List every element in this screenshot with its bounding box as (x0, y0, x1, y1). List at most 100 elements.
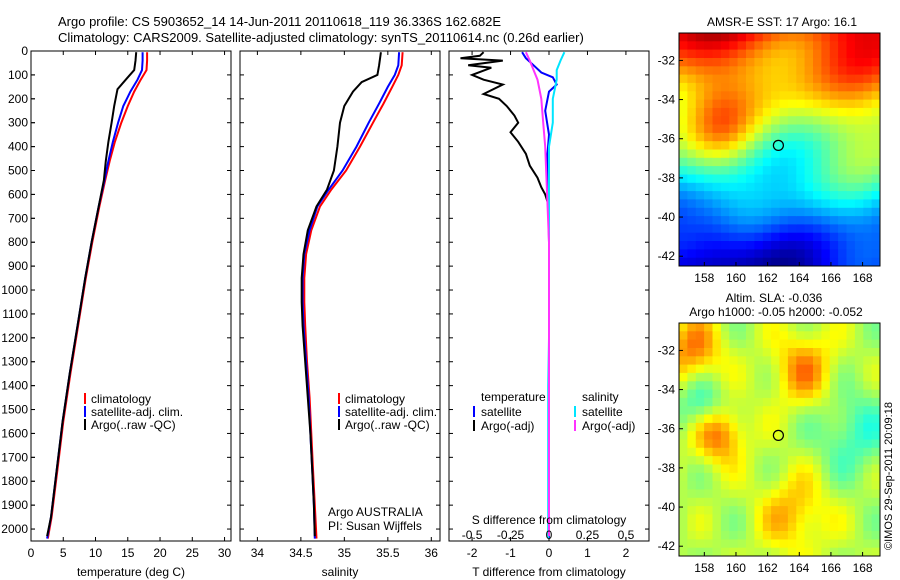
map-cell (804, 348, 814, 357)
map-cell (871, 464, 880, 474)
map-cell (838, 82, 848, 92)
map-cell (838, 207, 848, 217)
map-cell (687, 49, 697, 59)
map-cell (821, 514, 831, 524)
map-cell (854, 74, 864, 84)
map-cell (729, 182, 739, 192)
map-cell (737, 356, 747, 366)
map-cell (679, 323, 688, 332)
map-cell (712, 182, 722, 192)
map-cell (779, 456, 789, 465)
map-cell (829, 422, 839, 432)
map-cell (695, 141, 705, 151)
map-cell (821, 141, 831, 151)
map-x-tick-label: 162 (758, 561, 778, 575)
map-cell (779, 414, 789, 424)
map-cell (687, 506, 697, 515)
map-cell (796, 422, 806, 432)
depth-tick-label: 1900 (1, 498, 28, 512)
map-cell (712, 422, 722, 432)
map-cell (821, 216, 831, 225)
map-cell (754, 249, 764, 259)
map-cell (854, 406, 864, 416)
map-cell (796, 381, 806, 391)
map-cell (695, 539, 705, 549)
map-cell (863, 472, 873, 482)
map-cell (729, 132, 739, 142)
map-x-tick-label: 164 (789, 271, 809, 285)
map-cell (754, 66, 764, 76)
map-cell (829, 116, 839, 126)
map-cell (854, 174, 864, 184)
map-cell (679, 389, 688, 399)
map-cell (754, 481, 764, 490)
map-cell (821, 381, 831, 391)
map-cell (695, 33, 705, 42)
map-cell (854, 157, 864, 167)
map-cell (804, 323, 814, 332)
map-cell (704, 82, 714, 92)
map-cell (771, 414, 781, 424)
map-cell (813, 547, 822, 556)
sla-map-axes: 158 160 162 164 166 168 -32 -34 -36 -38 -40 -42 (658, 343, 873, 575)
map-cell (829, 472, 839, 482)
map-cell (754, 381, 764, 391)
map-x-tick-label: 162 (758, 271, 778, 285)
map-cell (854, 414, 864, 424)
map-cell (746, 397, 755, 407)
map-cell (729, 199, 739, 209)
map-cell (796, 74, 806, 84)
map-cell (712, 257, 722, 266)
map-cell (695, 389, 705, 399)
map-cell (871, 99, 880, 109)
map-cell (838, 439, 848, 449)
map-cell (829, 464, 839, 474)
map-cell (729, 207, 739, 217)
map-cell (754, 207, 764, 217)
map-y-tick-label: -38 (658, 461, 676, 475)
map-cell (737, 157, 747, 167)
map-cell (754, 149, 764, 159)
map-cell (720, 356, 730, 366)
map-cell (813, 356, 822, 366)
map-cell (762, 422, 772, 432)
map-cell (846, 522, 856, 532)
map-cell (787, 489, 797, 499)
map-cell (712, 514, 722, 524)
map-cell (846, 166, 856, 175)
map-cell (871, 232, 880, 242)
map-cell (737, 397, 747, 407)
map-cell (871, 216, 880, 225)
map-cell (821, 456, 831, 465)
map-cell (737, 182, 747, 192)
map-cell (746, 41, 755, 51)
map-cell (804, 389, 814, 399)
map-cell (695, 257, 705, 266)
map-cell (854, 124, 864, 134)
map-cell (838, 514, 848, 524)
map-cell (846, 41, 856, 51)
map-cell (771, 381, 781, 391)
map-cell (787, 364, 797, 374)
map-cell (871, 207, 880, 217)
map-cell (838, 372, 848, 382)
map-cell (804, 99, 814, 109)
map-cell (762, 497, 772, 507)
map-cell (704, 149, 714, 159)
map-cell (720, 82, 730, 92)
map-cell (679, 489, 688, 499)
map-cell (846, 157, 856, 167)
map-cell (863, 232, 873, 242)
map-cell (863, 522, 873, 532)
map-cell (854, 232, 864, 242)
map-cell (813, 472, 822, 482)
map-cell (729, 124, 739, 134)
map-cell (704, 547, 714, 556)
map-cell (787, 331, 797, 341)
map-cell (787, 141, 797, 151)
legend-label-t-argo: Argo(-adj) (481, 419, 534, 433)
map-cell (779, 422, 789, 432)
map-cell (863, 422, 873, 432)
map-cell (829, 99, 839, 109)
map-cell (687, 33, 697, 42)
